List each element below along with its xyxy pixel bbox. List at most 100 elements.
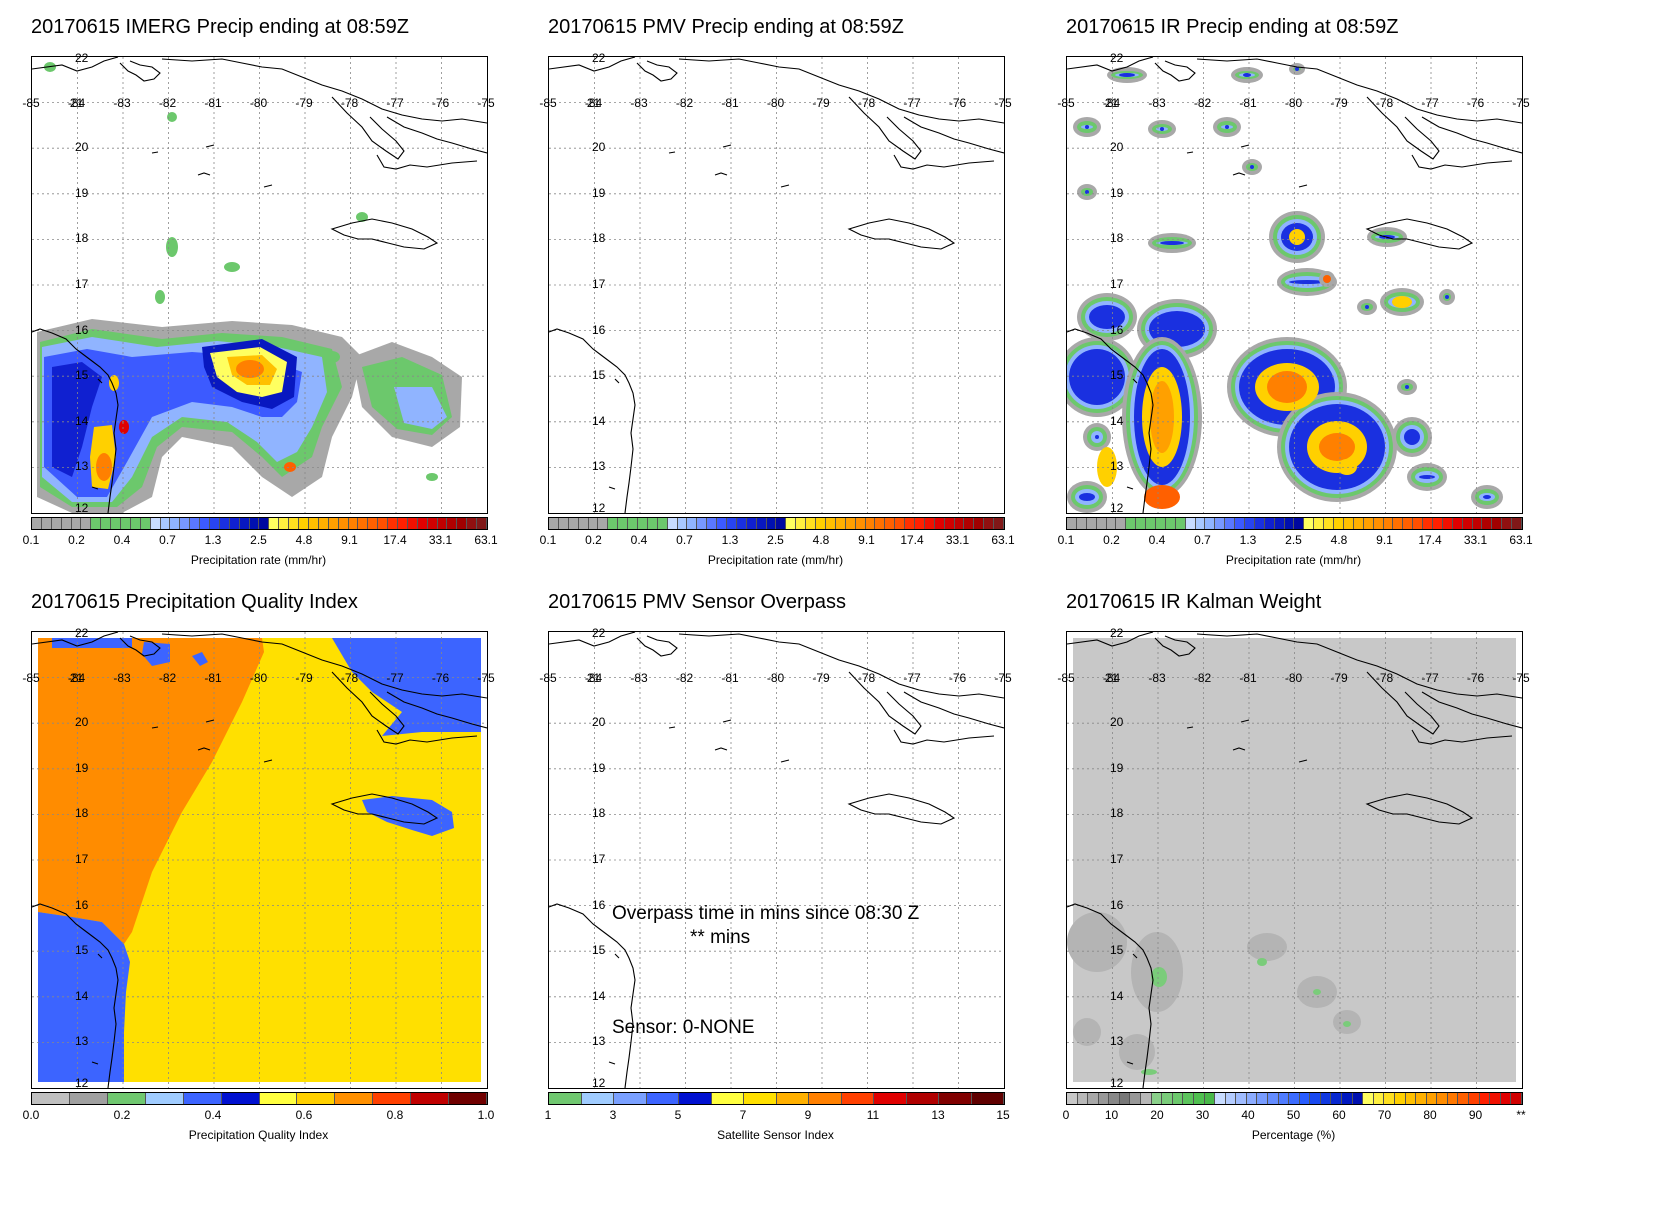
colorbar-swatch — [160, 518, 171, 529]
coastline — [549, 632, 1004, 1088]
latitude-label: 17 — [75, 277, 89, 291]
colorbar-swatch — [1363, 518, 1374, 529]
precip-cell — [1289, 280, 1325, 284]
colorbar-swatch — [588, 518, 599, 529]
colorbar-swatch — [145, 1093, 184, 1104]
colorbar-swatch — [1324, 518, 1335, 529]
colorbar-tick-label: 15 — [996, 1108, 1010, 1122]
colorbar-swatch — [1195, 518, 1206, 529]
colorbar-swatch — [895, 518, 906, 529]
colorbar-swatch — [647, 518, 658, 529]
colorbar-swatch — [914, 518, 925, 529]
colorbar-swatch — [358, 518, 369, 529]
colorbar-tick-label: 10 — [1104, 1108, 1119, 1122]
longitude-label: -80 — [766, 671, 785, 685]
colorbar-swatch — [1156, 518, 1166, 529]
map-panel — [548, 631, 1005, 1089]
colorbar-swatch — [328, 518, 339, 529]
colorbar-swatch — [1383, 518, 1394, 529]
colorbar-swatch — [1472, 518, 1483, 529]
colorbar-swatch — [1500, 1093, 1512, 1104]
longitude-label: -80 — [1284, 671, 1303, 685]
colorbar-swatch — [1119, 1093, 1131, 1104]
colorbar-swatch — [906, 1093, 939, 1104]
longitude-label: -76 — [431, 671, 450, 685]
colorbar-tick-label: 3 — [609, 1108, 617, 1122]
longitude-label: -81 — [1239, 671, 1257, 685]
colorbar-swatch — [1254, 518, 1265, 529]
colorbar-swatch — [338, 518, 349, 529]
colorbar-swatch — [437, 518, 448, 529]
colorbar-swatch — [736, 518, 747, 529]
colorbar-swatch — [249, 518, 260, 529]
precip-cell — [155, 290, 165, 304]
colorbar-tick-label: 0.7 — [676, 533, 693, 547]
latitude-label: 14 — [1110, 988, 1124, 1003]
longitude-label: -80 — [249, 96, 268, 110]
colorbar-tick-label: 17.4 — [1418, 533, 1442, 547]
latitude-label: 12 — [75, 1076, 89, 1090]
latitude-label: 17 — [75, 852, 89, 866]
colorbar-swatch — [107, 1093, 146, 1104]
longitude-label: -77 — [903, 96, 921, 110]
colorbar-swatch — [835, 518, 846, 529]
longitude-label: -85 — [22, 96, 40, 110]
colorbar-swatch — [1267, 1093, 1279, 1104]
colorbar-swatch — [934, 518, 945, 529]
longitude-label: -79 — [1330, 671, 1348, 685]
longitude-label: -80 — [766, 96, 785, 110]
colorbar-swatch — [259, 1093, 298, 1104]
colorbar-tick-label: 5 — [674, 1108, 682, 1122]
longitude-label: -78 — [857, 671, 876, 685]
precip-cell — [1419, 475, 1435, 479]
longitude-label: -85 — [1057, 96, 1075, 110]
colorbar-tick-label: 0.1 — [539, 533, 557, 547]
colorbar-tick-label: 33.1 — [1463, 533, 1488, 547]
colorbar-swatch — [717, 518, 728, 529]
precip-cell — [1365, 305, 1369, 309]
precip-cell — [1405, 385, 1409, 389]
latitude-label: 12 — [592, 1076, 606, 1090]
longitude-label: -84 — [584, 96, 603, 110]
colorbar-swatch — [806, 518, 817, 529]
colorbar-tick-label: 90 — [1468, 1108, 1483, 1122]
precip-cell — [1150, 381, 1174, 453]
colorbar-swatch — [1278, 1093, 1290, 1104]
latitude-label: 19 — [592, 760, 606, 775]
colorbar-swatch — [1215, 1093, 1226, 1104]
colorbar-tick-label: 0.1 — [22, 533, 40, 547]
colorbar-tick-label: 63.1 — [474, 533, 498, 547]
latitude-label: 16 — [1110, 897, 1124, 912]
latitude-label: 13 — [592, 459, 606, 474]
colorbar-tick-label: 0.7 — [1194, 533, 1211, 547]
colorbar-swatch — [457, 518, 468, 529]
longitude-label: -84 — [67, 96, 86, 110]
latitude-label: 13 — [1110, 1034, 1124, 1049]
colorbar-swatch — [1492, 518, 1503, 529]
colorbar-swatch — [71, 518, 82, 529]
colorbar-tick-label: 4.8 — [1330, 533, 1348, 547]
colorbar-swatch — [1437, 1093, 1448, 1104]
colorbar-swatch — [279, 518, 290, 529]
colorbar-swatch — [756, 518, 767, 529]
longitude-label: -82 — [1193, 671, 1212, 685]
colorbar-swatch — [1294, 518, 1305, 529]
colorbar-swatch — [638, 518, 648, 529]
longitude-label: -82 — [675, 96, 694, 110]
colorbar-swatch — [855, 518, 866, 529]
colorbar-title: Percentage (%) — [1251, 1128, 1336, 1142]
colorbar-swatch — [1067, 518, 1077, 529]
colorbar-swatch — [1109, 1093, 1120, 1104]
latitude-label: 16 — [75, 322, 89, 337]
colorbar-swatch — [1423, 518, 1433, 529]
precip-cell — [224, 262, 240, 272]
colorbar-swatch — [1413, 518, 1424, 529]
colorbar-swatch — [200, 518, 211, 529]
latitude-label: 12 — [75, 501, 89, 515]
precip-cell — [1445, 295, 1449, 299]
colorbar-swatch — [378, 518, 389, 529]
colorbar-swatch — [1320, 1093, 1332, 1104]
latitude-label: 22 — [1110, 626, 1124, 640]
colorbar-swatch — [289, 518, 300, 529]
colorbar-swatch — [746, 518, 757, 529]
